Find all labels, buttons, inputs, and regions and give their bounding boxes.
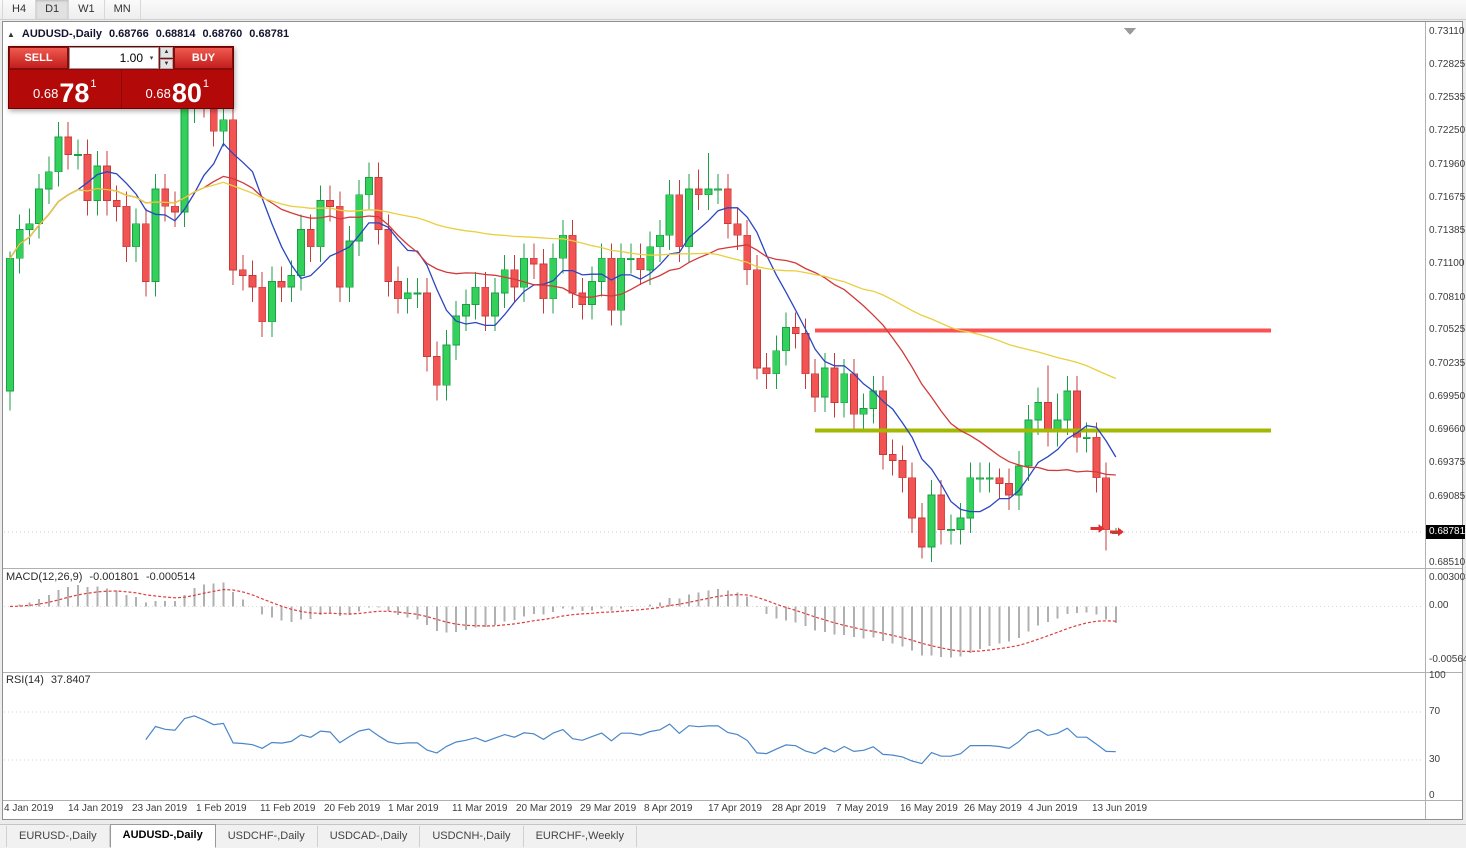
tab-audusd-daily[interactable]: AUDUSD-,Daily [109, 824, 216, 848]
macd-value-main: -0.001801 [89, 571, 139, 583]
sell-price-pips: 78 [59, 78, 90, 108]
tab-usdcnh-daily[interactable]: USDCNH-,Daily [420, 826, 524, 847]
pane-separator-macd[interactable] [3, 568, 1462, 569]
buy-price-prefix: 0.68 [145, 86, 171, 101]
chart-window[interactable] [2, 21, 1463, 820]
rsi-title: RSI(14) [6, 674, 44, 686]
timeframe-button-mn[interactable]: MN [105, 0, 141, 19]
ohlc-low: 0.68760 [202, 28, 243, 40]
rsi-value: 37.8407 [50, 674, 91, 686]
tab-eurchf-weekly[interactable]: EURCHF-,Weekly [524, 826, 637, 847]
timeframe-button-h4[interactable]: H4 [2, 0, 37, 19]
chart-symbol-label: AUDUSD-,Daily [21, 28, 102, 40]
one-click-controls: SELL 1.00 ▾ ▲ ▼ BUY [9, 47, 233, 69]
tab-eurusd-daily[interactable]: EURUSD-,Daily [6, 826, 110, 847]
volume-increase-button[interactable]: ▲ [160, 47, 173, 58]
chart-header: ▲ AUDUSD-,Daily 0.68766 0.68814 0.68760 … [7, 28, 289, 40]
buy-price-pips: 80 [171, 78, 202, 108]
tab-usdchf-daily[interactable]: USDCHF-,Daily [216, 826, 318, 847]
macd-value-signal: -0.000514 [145, 571, 196, 583]
rsi-label: RSI(14) 37.8407 [6, 674, 91, 686]
one-click-prices: 0.68 78 1 0.68 80 1 [9, 70, 233, 108]
sell-price[interactable]: 0.68 78 1 [9, 70, 121, 108]
timeframe-button-w1[interactable]: W1 [69, 0, 105, 19]
volume-dropdown-icon[interactable]: ▾ [149, 55, 154, 62]
ohlc-close: 0.68781 [249, 28, 290, 40]
macd-label: MACD(12,26,9) -0.001801 -0.000514 [6, 571, 196, 583]
volume-decrease-button[interactable]: ▼ [160, 58, 173, 69]
timeframe-buttons: H4 D1 W1 MN [2, 0, 141, 19]
price-axis-area[interactable] [1426, 22, 1465, 819]
buy-price[interactable]: 0.68 80 1 [121, 70, 233, 108]
volume-spinner: ▲ ▼ [160, 47, 173, 69]
ohlc-high: 0.68814 [155, 28, 196, 40]
macd-title: MACD(12,26,9) [6, 571, 83, 583]
pane-separator-dates [3, 800, 1462, 801]
collapse-panel-icon[interactable]: ▲ [7, 29, 15, 39]
ohlc-open: 0.68766 [109, 28, 149, 40]
tab-usdcad-daily[interactable]: USDCAD-,Daily [318, 826, 421, 847]
sell-price-prefix: 0.68 [33, 86, 59, 101]
pane-separator-rsi[interactable] [3, 672, 1462, 673]
chart-tabs: EURUSD-,Daily AUDUSD-,Daily USDCHF-,Daily U… [0, 824, 1466, 848]
current-price-marker: 0.68781 [1426, 524, 1465, 539]
timeframe-toolbar: H4 D1 W1 MN [0, 0, 1466, 20]
time-axis-area[interactable] [3, 801, 1424, 819]
volume-field[interactable]: 1.00 ▾ [69, 47, 159, 69]
buy-price-pipette: 1 [202, 78, 209, 90]
chart-shift-icon [1124, 28, 1136, 35]
volume-value: 1.00 [119, 51, 143, 65]
one-click-trading-panel: SELL 1.00 ▾ ▲ ▼ BUY 0.68 78 1 0.68 80 1 [8, 46, 234, 109]
sell-price-pipette: 1 [90, 78, 97, 90]
price-axis-separator [1425, 22, 1426, 819]
buy-button[interactable]: BUY [174, 47, 233, 69]
sell-button[interactable]: SELL [9, 47, 68, 69]
timeframe-button-d1[interactable]: D1 [36, 0, 70, 19]
